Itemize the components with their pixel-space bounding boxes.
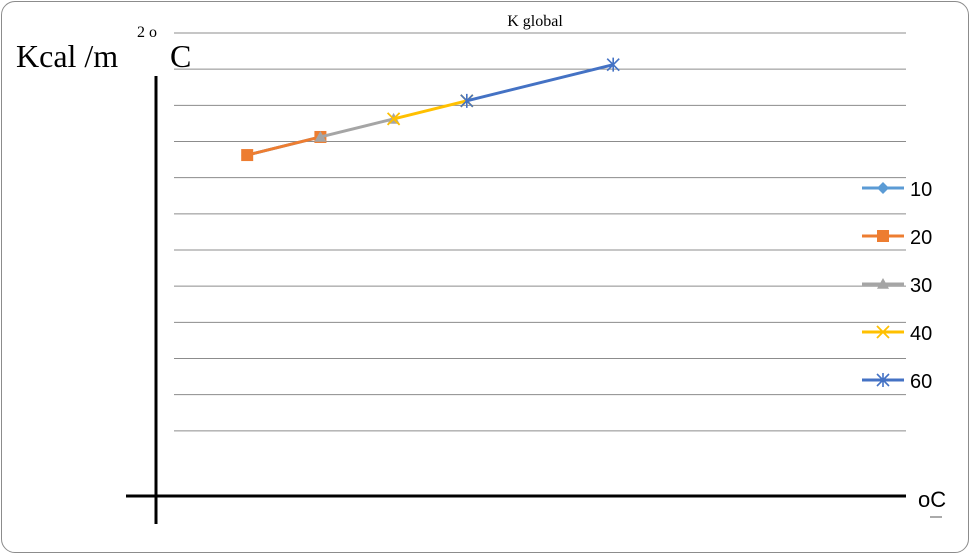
data-point-marker bbox=[386, 112, 401, 126]
series-layer bbox=[241, 57, 620, 162]
axes bbox=[126, 76, 942, 524]
legend-label: 30 bbox=[910, 275, 932, 297]
legend-item-10: 10 bbox=[862, 179, 932, 201]
legend: 10 20 30 40 60 bbox=[862, 179, 932, 393]
y-axis-label-base: Kcal /m bbox=[16, 38, 118, 74]
y-axis-label-unit: C bbox=[170, 38, 191, 74]
data-point-marker bbox=[314, 130, 327, 142]
data-point-marker bbox=[877, 230, 889, 242]
series-line-60 bbox=[466, 63, 614, 103]
y-axis-label: Kcal /m 2 o C bbox=[16, 24, 191, 74]
legend-item-20: 20 bbox=[862, 227, 932, 249]
legend-label: 60 bbox=[910, 371, 932, 393]
series-30 bbox=[314, 112, 400, 142]
data-point-marker bbox=[877, 278, 889, 289]
legend-item-30: 30 bbox=[862, 275, 932, 297]
data-point-marker bbox=[460, 93, 474, 108]
legend-label: 10 bbox=[910, 179, 932, 201]
legend-label: 20 bbox=[910, 227, 932, 249]
series-line-30 bbox=[320, 117, 394, 139]
series-20 bbox=[241, 130, 327, 162]
data-point-marker bbox=[241, 149, 254, 162]
data-point-marker bbox=[876, 373, 890, 387]
legend-item-40: 40 bbox=[862, 323, 932, 345]
series-40 bbox=[386, 94, 474, 126]
chart-title: K global bbox=[507, 13, 563, 30]
series-60 bbox=[460, 57, 620, 108]
series-line-40 bbox=[393, 99, 468, 121]
legend-item-60: 60 bbox=[862, 371, 932, 393]
legend-label: 40 bbox=[910, 323, 932, 345]
series-line-20 bbox=[246, 135, 321, 157]
data-point-marker bbox=[606, 57, 620, 72]
data-point-marker bbox=[877, 182, 889, 194]
data-point-marker bbox=[876, 325, 890, 339]
y-axis-label-superscript: 2 o bbox=[137, 24, 157, 41]
gridlines bbox=[174, 32, 906, 432]
x-axis-label: oC bbox=[918, 487, 946, 512]
